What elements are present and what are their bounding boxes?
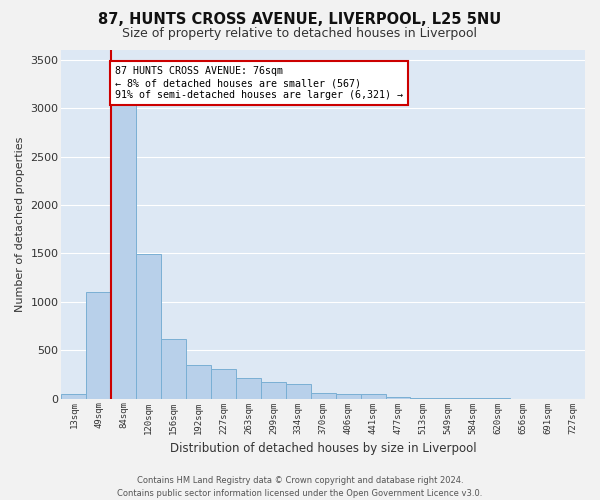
Bar <box>361 394 386 398</box>
Bar <box>311 394 335 398</box>
Bar <box>261 382 286 398</box>
Bar <box>286 384 311 398</box>
Text: 87 HUNTS CROSS AVENUE: 76sqm
← 8% of detached houses are smaller (567)
91% of se: 87 HUNTS CROSS AVENUE: 76sqm ← 8% of det… <box>115 66 403 100</box>
Bar <box>161 338 186 398</box>
Bar <box>211 368 236 398</box>
Bar <box>86 292 112 399</box>
Bar <box>186 364 211 398</box>
Bar <box>335 394 361 398</box>
Text: Contains HM Land Registry data © Crown copyright and database right 2024.
Contai: Contains HM Land Registry data © Crown c… <box>118 476 482 498</box>
Text: 87, HUNTS CROSS AVENUE, LIVERPOOL, L25 5NU: 87, HUNTS CROSS AVENUE, LIVERPOOL, L25 5… <box>98 12 502 28</box>
Bar <box>136 254 161 398</box>
Bar <box>61 394 86 398</box>
X-axis label: Distribution of detached houses by size in Liverpool: Distribution of detached houses by size … <box>170 442 476 455</box>
Bar <box>236 378 261 398</box>
Y-axis label: Number of detached properties: Number of detached properties <box>15 136 25 312</box>
Text: Size of property relative to detached houses in Liverpool: Size of property relative to detached ho… <box>122 28 478 40</box>
Bar <box>112 79 136 398</box>
